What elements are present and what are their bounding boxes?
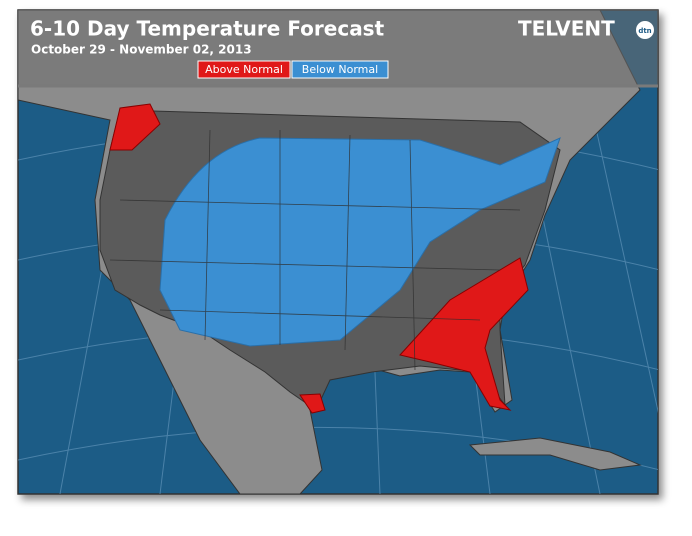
title: 6-10 Day Temperature Forecast (30, 17, 385, 41)
legend-swatch (197, 60, 291, 79)
below-normal-area (159, 137, 561, 347)
above-normal-area (299, 393, 326, 414)
logo-badge (636, 21, 654, 39)
cuba (468, 437, 642, 471)
map (18, 10, 658, 494)
above-normal-area (109, 103, 161, 151)
logo-brand: TELVENT (518, 17, 615, 41)
legend-label: Below Normal (302, 63, 378, 76)
logo-badge-text: dtn (638, 27, 651, 35)
legend-label: Above Normal (205, 63, 283, 76)
legend-swatch (291, 60, 389, 79)
subtitle: October 29 - November 02, 2013 (31, 43, 252, 57)
state-borders (109, 129, 521, 371)
above-normal-area (399, 257, 529, 411)
